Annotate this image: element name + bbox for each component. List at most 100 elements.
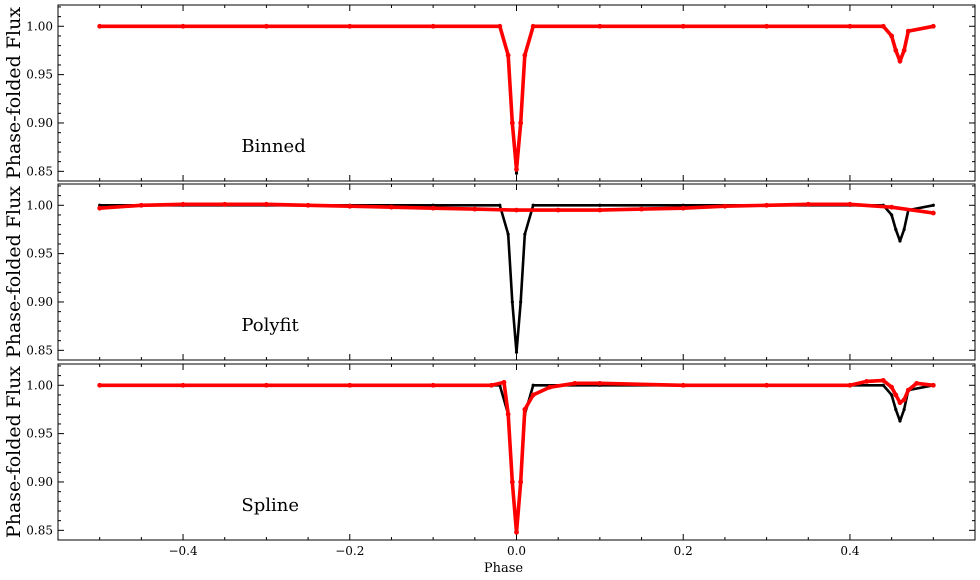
data-point [347,382,353,388]
data-point [901,48,907,53]
x-tick-label: 0.4 [840,544,859,558]
y-tick-label: 0.90 [26,475,53,489]
data-point [894,407,898,412]
data-point [930,23,936,29]
data-point [905,387,911,393]
data-point [897,58,903,64]
data-point [506,232,510,236]
data-point [598,203,602,207]
data-point [894,227,898,232]
data-point [180,23,186,29]
data-point [890,393,894,397]
data-point [847,382,853,388]
data-point [497,23,503,29]
y-tick-label: 0.85 [26,343,53,357]
data-point [472,206,478,212]
series-line [97,24,936,172]
series-model [97,23,936,172]
data-point [530,392,536,398]
data-point [264,382,269,388]
data-point [514,171,519,175]
data-point [180,382,186,388]
data-point [523,232,527,236]
data-point [430,205,436,211]
data-point [489,382,494,388]
x-axis-label: Phase [484,561,524,576]
data-point [901,397,907,403]
data-point [847,201,853,207]
data-point [222,201,228,207]
data-point [514,207,519,213]
y-axis-label: Phase-folded Flux [3,7,25,179]
data-point [97,205,103,211]
data-point [893,392,899,398]
data-point [509,120,515,126]
y-tick-label: 0.90 [26,116,53,130]
data-point [890,213,894,217]
y-tick-label: 0.85 [26,164,53,178]
y-axis-label: Phase-folded Flux [3,186,25,358]
data-point [514,529,519,535]
series-data [98,203,935,354]
data-point [430,23,436,29]
data-point [722,203,728,209]
data-point [931,203,935,207]
data-point [97,23,103,29]
series-line [98,383,935,534]
data-point [880,23,886,29]
data-point [897,400,903,406]
data-point [518,120,524,126]
data-point [889,33,895,39]
data-point [572,380,578,386]
data-point [889,384,895,390]
data-point [347,23,353,29]
y-tick-label: 1.00 [26,378,53,392]
data-point [881,383,885,387]
y-tick-label: 1.00 [26,198,53,212]
data-point [501,379,507,385]
y-tick-label: 1.00 [26,19,53,33]
series-line [98,204,935,354]
data-point [138,202,144,208]
data-point [97,382,103,388]
data-point [498,203,502,207]
data-point [522,52,528,58]
data-point [889,204,895,210]
data-point [902,407,906,412]
data-point [805,201,811,207]
data-point [880,378,886,383]
x-tick-label: 0.2 [674,544,693,558]
data-point [914,380,920,386]
data-point [531,383,535,387]
data-point [893,48,899,53]
data-point [639,206,644,212]
data-point [518,479,524,485]
data-point [597,23,603,29]
y-tick-label: 0.95 [26,68,53,82]
data-point [519,300,523,304]
data-point [514,166,519,172]
data-point [898,239,902,243]
data-point [264,23,269,29]
data-point [180,201,186,207]
data-point [902,227,906,232]
y-tick-label: 0.95 [26,427,53,441]
data-point [930,210,936,216]
data-point [864,379,870,384]
x-tick-label: −0.2 [335,544,364,558]
data-point [680,23,686,29]
panel-annotation: Binned [241,136,305,157]
x-tick-label: −0.4 [168,544,198,558]
series-model [97,201,936,216]
data-point [898,419,902,423]
data-point [430,382,436,388]
series-model [97,378,936,535]
data-point [905,28,911,34]
data-point [930,382,936,388]
data-point [597,380,603,386]
data-point [305,202,311,208]
data-point [530,23,536,29]
y-tick-label: 0.85 [26,523,53,537]
